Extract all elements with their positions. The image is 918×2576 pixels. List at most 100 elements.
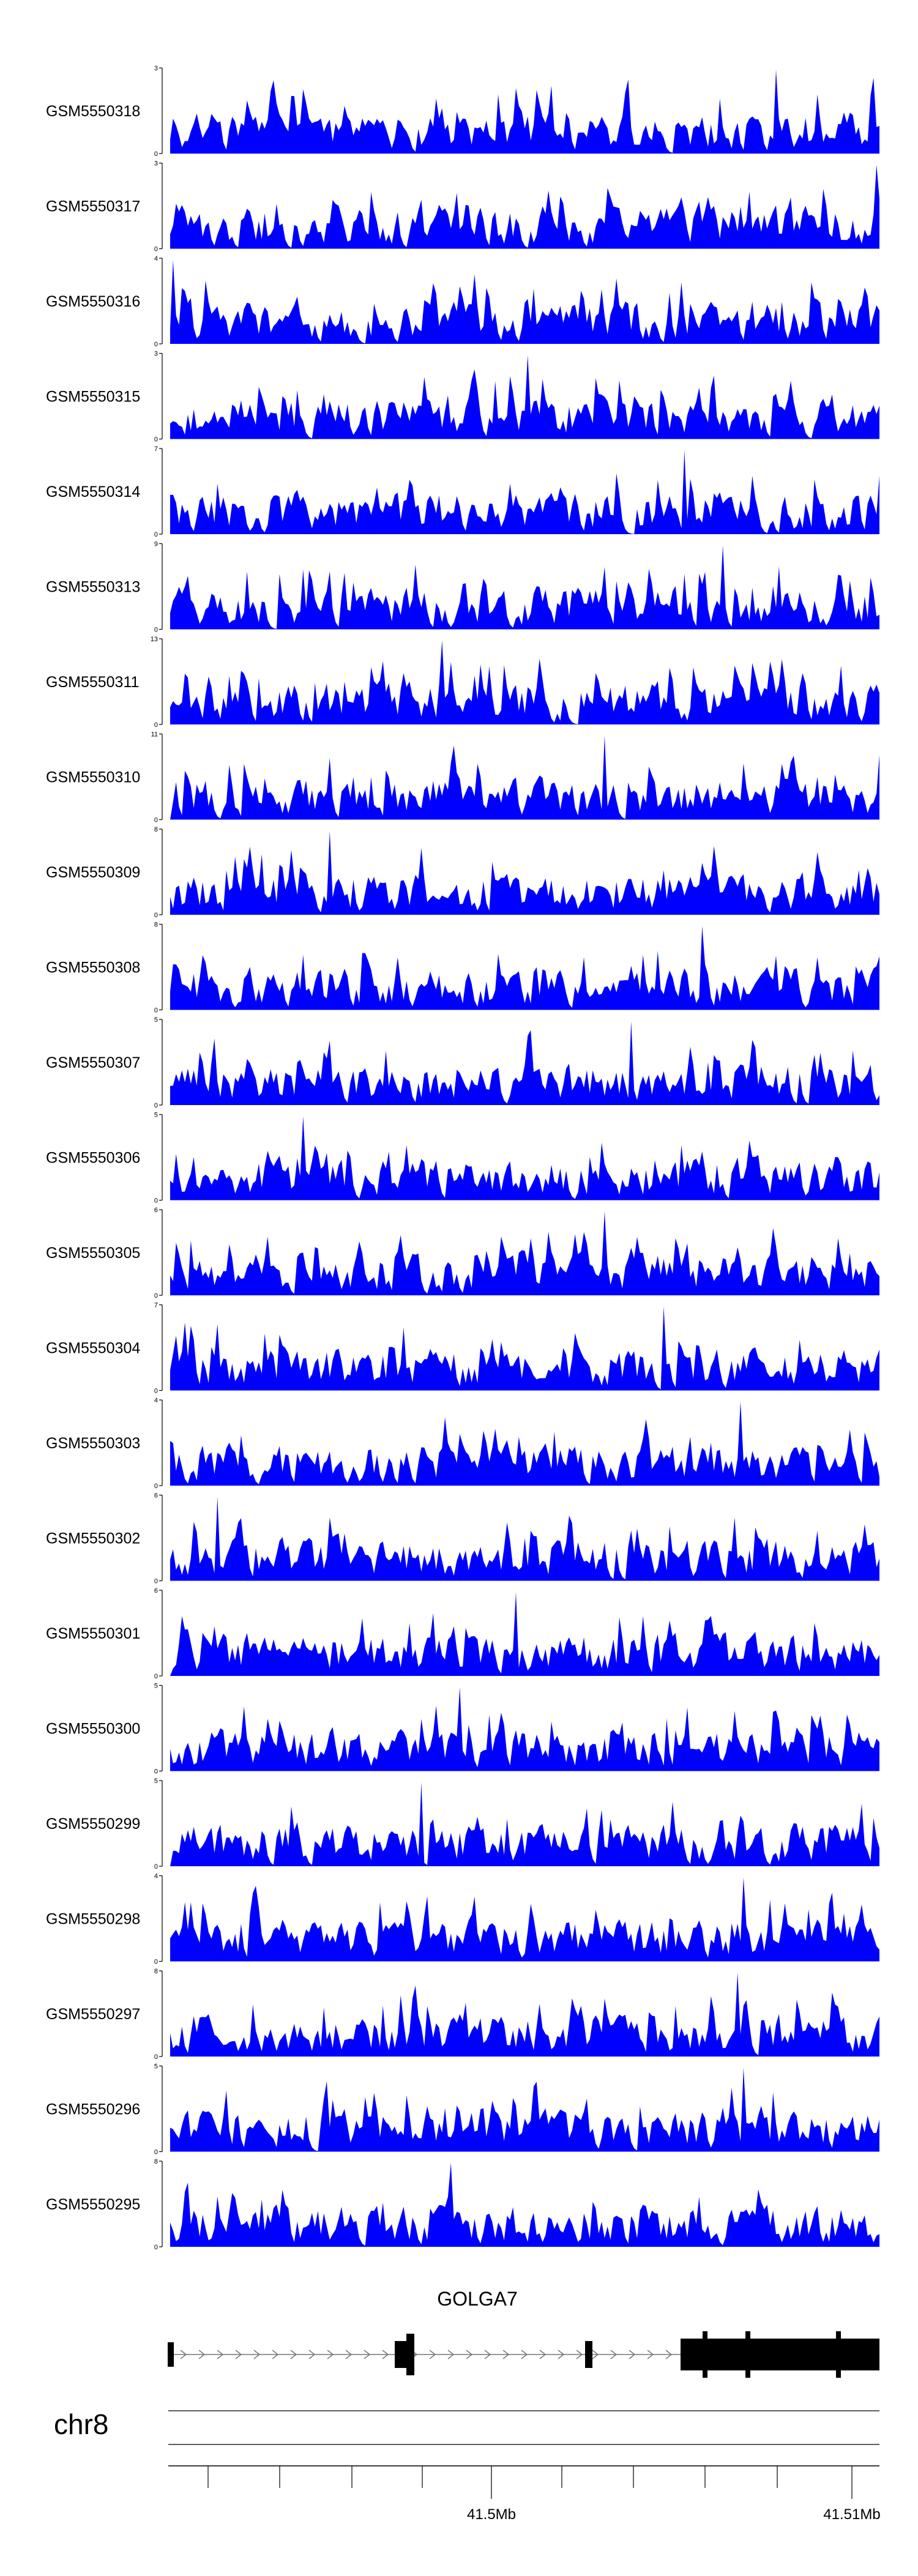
track-label: GSM5550305: [46, 1245, 140, 1262]
y-tick-label-zero: 0: [154, 721, 158, 729]
track-label: GSM5550308: [46, 959, 140, 977]
track-label: GSM5550295: [46, 2196, 140, 2213]
track-GSM5550309: GSM5550309 8 0: [46, 826, 879, 919]
coverage-area: [170, 1687, 879, 1771]
track-label: GSM5550301: [46, 1625, 140, 1642]
strand-arrow: [382, 2350, 389, 2359]
track-label: GSM5550299: [46, 1815, 140, 1833]
coverage-area: [170, 1116, 879, 1201]
y-tick-label-max: 6: [154, 1587, 158, 1595]
y-tick-label-max: 6: [154, 1207, 158, 1214]
y-tick-label-max: 8: [154, 1968, 158, 1975]
track-label: GSM5550297: [46, 2006, 140, 2023]
coverage-area: [170, 545, 879, 630]
y-tick-label-zero: 0: [154, 1959, 158, 1966]
track-label: GSM5550314: [46, 483, 140, 501]
y-tick-label-max: 4: [154, 255, 158, 262]
y-tick-label-max: 11: [151, 731, 158, 739]
strand-arrow: [521, 2350, 528, 2359]
gene-name-label: GOLGA7: [437, 2288, 518, 2310]
track-GSM5550301: GSM5550301 6 0: [46, 1587, 879, 1680]
strand-arrow: [629, 2350, 636, 2359]
track-GSM5550303: GSM5550303 4 0: [46, 1397, 879, 1490]
track-GSM5550297: GSM5550297 8 0: [46, 1968, 879, 2061]
strand-arrow: [610, 2350, 618, 2359]
y-tick-label-zero: 0: [154, 1768, 158, 1776]
exon-last: [681, 2339, 879, 2370]
gene-track: GOLGA7: [168, 2288, 879, 2378]
track-GSM5550306: GSM5550306 5 0: [46, 1112, 879, 1205]
coverage-area: [170, 640, 879, 724]
strand-arrow: [647, 2350, 654, 2359]
coverage-area: [170, 926, 879, 1010]
strand-arrow: [558, 2350, 565, 2359]
x-tick-label-41-51mb: 41.51Mb: [823, 2506, 880, 2523]
y-tick-label-max: 5: [154, 1778, 158, 1785]
y-tick-label-max: 3: [154, 351, 158, 358]
track-GSM5550298: GSM5550298 4 0: [46, 1873, 879, 1966]
y-tick-label-zero: 0: [154, 151, 158, 158]
exon-boundary: [703, 2331, 707, 2378]
track-label: GSM5550316: [46, 293, 140, 310]
strand-arrow: [327, 2350, 334, 2359]
track-GSM5550307: GSM5550307 5 0: [46, 1016, 879, 1109]
track-label: GSM5550304: [46, 1340, 140, 1357]
track-GSM5550315: GSM5550315 3 0: [46, 351, 879, 444]
y-tick-label-zero: 0: [154, 531, 158, 538]
coverage-area: [170, 1401, 879, 1486]
strand-arrow: [217, 2350, 224, 2359]
track-GSM5550317: GSM5550317 3 0: [46, 160, 879, 253]
y-tick-label-zero: 0: [154, 1292, 158, 1300]
track-label: GSM5550315: [46, 389, 140, 406]
track-GSM5550314: GSM5550314 7 0: [46, 445, 879, 538]
strand-arrow: [447, 2350, 455, 2359]
y-tick-label-zero: 0: [154, 1578, 158, 1585]
strand-arrow: [235, 2350, 242, 2359]
track-label: GSM5550318: [46, 103, 140, 120]
track-GSM5550308: GSM5550308 8 0: [46, 921, 879, 1014]
y-tick-label-max: 7: [154, 445, 158, 453]
coverage-area: [170, 1306, 879, 1391]
y-tick-label-max: 7: [154, 1302, 158, 1309]
y-tick-label-zero: 0: [154, 1007, 158, 1014]
y-tick-label-max: 5: [154, 1112, 158, 1119]
y-tick-label-max: 5: [154, 1683, 158, 1690]
y-tick-label-max: 5: [154, 1016, 158, 1024]
y-tick-label-zero: 0: [154, 2149, 158, 2156]
coverage-area: [170, 450, 879, 534]
exon: [406, 2334, 414, 2375]
strand-arrow: [308, 2350, 316, 2359]
y-tick-label-zero: 0: [154, 817, 158, 824]
coverage-area: [170, 1211, 879, 1295]
chromosome-axis: chr8 41.5Mb 41.51Mb: [54, 2408, 881, 2523]
strand-arrow: [272, 2350, 279, 2359]
track-label: GSM5550311: [46, 674, 139, 691]
chromosome-label: chr8: [54, 2408, 108, 2440]
y-tick-label-max: 8: [154, 921, 158, 929]
y-tick-label-max: 3: [154, 160, 158, 168]
coverage-area: [170, 1782, 879, 1866]
y-tick-label-zero: 0: [154, 436, 158, 444]
track-label: GSM5550306: [46, 1150, 140, 1167]
y-tick-label-zero: 0: [154, 1388, 158, 1395]
strand-arrow: [484, 2350, 491, 2359]
track-GSM5550316: GSM5550316 4 0: [46, 255, 879, 348]
y-tick-label-zero: 0: [154, 912, 158, 919]
coverage-area: [170, 69, 879, 154]
y-tick-label-max: 4: [154, 1397, 158, 1404]
track-label: GSM5550303: [46, 1435, 140, 1452]
track-GSM5550305: GSM5550305 6 0: [46, 1207, 879, 1300]
track-label: GSM5550313: [46, 579, 140, 596]
y-tick-label-max: 6: [154, 1492, 158, 1500]
track-GSM5550295: GSM5550295 8 0: [46, 2158, 879, 2251]
track-GSM5550311: GSM5550311 13 0: [46, 636, 879, 729]
signal-tracks: GSM555031830GSM555031730GSM555031640GSM5…: [46, 65, 879, 2251]
coverage-area: [170, 1972, 879, 2057]
y-tick-label-max: 5: [154, 2063, 158, 2071]
coverage-area: [170, 1877, 879, 1962]
track-label: GSM5550317: [46, 198, 140, 215]
track-GSM5550304: GSM5550304 7 0: [46, 1302, 879, 1395]
y-tick-label-zero: 0: [154, 1483, 158, 1490]
y-tick-label-max: 9: [154, 541, 158, 548]
